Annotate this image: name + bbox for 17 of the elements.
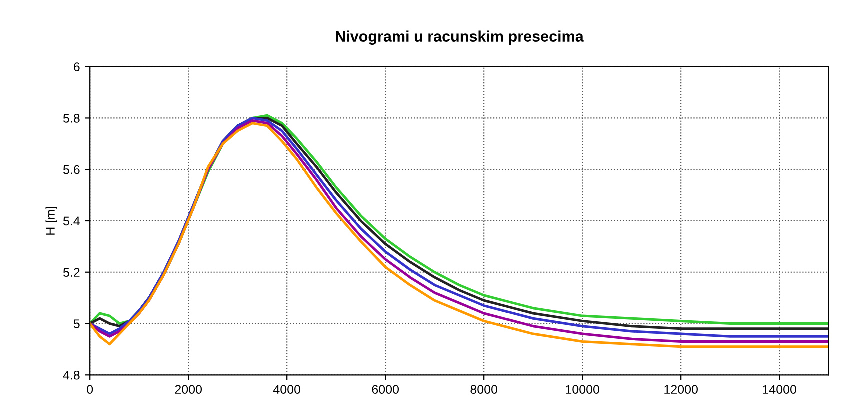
x-tick-label: 0 — [87, 385, 94, 394]
x-tick-label: 14000 — [763, 385, 796, 394]
y-tick-label: 5 — [74, 320, 80, 328]
x-tick-label: 12000 — [664, 385, 698, 394]
y-axis-title: H [m] — [46, 206, 58, 235]
y-tick-label: 5.4 — [63, 216, 80, 226]
y-tick-label: 4.8 — [63, 370, 80, 380]
x-tick-label: 10000 — [566, 385, 600, 394]
y-tick-label: 5.2 — [63, 268, 80, 278]
y-tick-label: 6 — [74, 62, 80, 72]
y-tick-label: 5.8 — [63, 114, 80, 123]
x-tick-label: 8000 — [470, 385, 498, 394]
x-tick-label: 2000 — [175, 385, 202, 394]
x-tick-label: 6000 — [372, 385, 399, 394]
x-tick-label: 4000 — [273, 385, 301, 394]
chart-title: Nivogrami u racunskim presecima — [336, 30, 584, 46]
y-tick-label: 5.6 — [63, 165, 80, 174]
